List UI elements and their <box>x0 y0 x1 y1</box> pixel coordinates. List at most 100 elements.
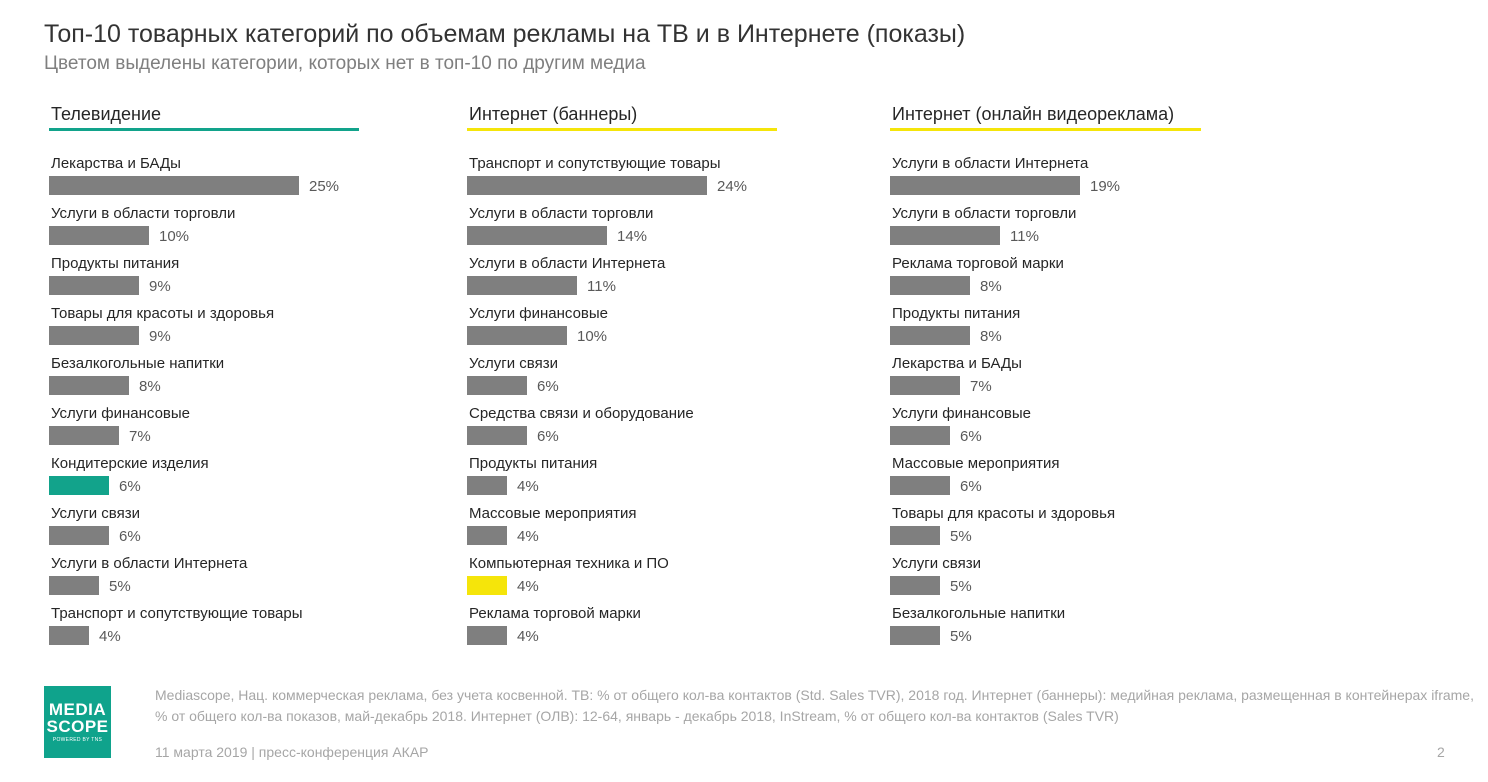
banners-bar-3 <box>467 326 567 345</box>
panel-title-video: Интернет (онлайн видеореклама) <box>892 104 1175 124</box>
banners-category-label-9: Реклама торговой марки <box>469 605 641 622</box>
video-bar-5 <box>890 426 950 445</box>
tv-category-label-8: Услуги в области Интернета <box>51 555 248 572</box>
banners-category-label-7: Массовые мероприятия <box>469 505 636 522</box>
panel-title-tv: Телевидение <box>51 104 162 124</box>
tv-value-label-5: 7% <box>129 428 151 445</box>
video-bar-6 <box>890 476 950 495</box>
video-category-label-5: Услуги финансовые <box>892 405 1031 422</box>
video-value-label-8: 5% <box>950 578 972 595</box>
tv-value-label-8: 5% <box>109 578 131 595</box>
banners-value-label-0: 24% <box>717 178 747 195</box>
video-bar-2 <box>890 276 970 295</box>
banners-bar-7 <box>467 526 507 545</box>
tv-bar-3 <box>49 326 139 345</box>
tv-value-label-7: 6% <box>119 528 141 545</box>
tv-value-label-4: 8% <box>139 378 161 395</box>
video-value-label-6: 6% <box>960 478 982 495</box>
video-bar-3 <box>890 326 970 345</box>
video-value-label-0: 19% <box>1090 178 1120 195</box>
video-value-label-2: 8% <box>980 278 1002 295</box>
subtitle: Цветом выделены категории, которых нет в… <box>44 53 646 74</box>
banners-category-label-3: Услуги финансовые <box>469 305 608 322</box>
banners-value-label-8: 4% <box>517 578 539 595</box>
banners-category-label-0: Транспорт и сопутствующие товары <box>469 155 720 172</box>
panel-underline-video <box>890 128 1201 131</box>
logo-line-1: MEDIA <box>48 699 107 719</box>
video-bar-9 <box>890 626 940 645</box>
bar-chart-tv: Лекарства и БАДы 25% Услуги в области торг… <box>49 155 339 645</box>
banners-value-label-3: 10% <box>577 328 607 345</box>
panel-title-banners: Интернет (баннеры) <box>469 104 638 124</box>
tv-category-label-4: Безалкогольные напитки <box>51 355 224 372</box>
banners-category-label-5: Средства связи и оборудование <box>469 405 694 422</box>
banners-value-label-5: 6% <box>537 428 559 445</box>
banners-value-label-7: 4% <box>517 528 539 545</box>
banners-category-label-2: Услуги в области Интернета <box>469 255 666 272</box>
video-category-label-7: Товары для красоты и здоровья <box>892 505 1115 522</box>
tv-category-label-7: Услуги связи <box>51 505 140 522</box>
tv-value-label-3: 9% <box>149 328 171 345</box>
video-bar-4 <box>890 376 960 395</box>
banners-bar-8 <box>467 576 507 595</box>
video-value-label-5: 6% <box>960 428 982 445</box>
panel-underline-tv <box>49 128 359 131</box>
video-bar-8 <box>890 576 940 595</box>
video-category-label-9: Безалкогольные напитки <box>892 605 1065 622</box>
banners-category-label-8: Компьютерная техника и ПО <box>469 555 669 572</box>
tv-bar-0 <box>49 176 299 195</box>
video-category-label-6: Массовые мероприятия <box>892 455 1059 472</box>
tv-value-label-9: 4% <box>99 628 121 645</box>
banners-value-label-2: 11% <box>587 278 616 295</box>
banners-value-label-9: 4% <box>517 628 539 645</box>
video-bar-7 <box>890 526 940 545</box>
tv-category-label-0: Лекарства и БАДы <box>51 155 181 172</box>
mediascope-logo: MEDIA SCOPE POWERED BY TNS <box>44 686 111 758</box>
tv-bar-2 <box>49 276 139 295</box>
main-title: Топ-10 товарных категорий по объемам рек… <box>44 20 966 48</box>
tv-bar-8 <box>49 576 99 595</box>
tv-category-label-2: Продукты питания <box>51 255 179 272</box>
tv-category-label-5: Услуги финансовые <box>51 405 190 422</box>
banners-category-label-1: Услуги в области торговли <box>469 205 653 222</box>
tv-value-label-6: 6% <box>119 478 141 495</box>
banners-bar-0 <box>467 176 707 195</box>
video-value-label-4: 7% <box>970 378 992 395</box>
chart-panel-video: Интернет (онлайн видеореклама) Услуги в … <box>890 104 1270 654</box>
chart-panel-tv: Телевидение Лекарства и БАДы 25% Услуги в … <box>49 104 429 654</box>
tv-category-label-6: Кондитерские изделия <box>51 455 209 472</box>
video-category-label-0: Услуги в области Интернета <box>892 155 1089 172</box>
video-category-label-2: Реклама торговой марки <box>892 255 1064 272</box>
tv-bar-1 <box>49 226 149 245</box>
video-value-label-7: 5% <box>950 528 972 545</box>
video-bar-0 <box>890 176 1080 195</box>
video-value-label-1: 11% <box>1010 228 1039 245</box>
footer-date: 11 марта 2019 | пресс-конференция АКАР <box>155 744 429 760</box>
video-value-label-9: 5% <box>950 628 972 645</box>
tv-value-label-1: 10% <box>159 228 189 245</box>
panel-underline-banners <box>467 128 777 131</box>
tv-value-label-2: 9% <box>149 278 171 295</box>
tv-bar-4 <box>49 376 129 395</box>
tv-category-label-9: Транспорт и сопутствующие товары <box>51 605 302 622</box>
video-category-label-3: Продукты питания <box>892 305 1020 322</box>
banners-bar-9 <box>467 626 507 645</box>
banners-bar-6 <box>467 476 507 495</box>
video-value-label-3: 8% <box>980 328 1002 345</box>
banners-bar-4 <box>467 376 527 395</box>
tv-bar-6 <box>49 476 109 495</box>
video-category-label-1: Услуги в области торговли <box>892 205 1076 222</box>
banners-bar-1 <box>467 226 607 245</box>
video-category-label-4: Лекарства и БАДы <box>892 355 1022 372</box>
tv-bar-9 <box>49 626 89 645</box>
video-category-label-8: Услуги связи <box>892 555 981 572</box>
tv-bar-5 <box>49 426 119 445</box>
tv-category-label-3: Товары для красоты и здоровья <box>51 305 274 322</box>
banners-bar-2 <box>467 276 577 295</box>
tv-value-label-0: 25% <box>309 178 339 195</box>
logo-line-3: POWERED BY TNS <box>52 736 103 743</box>
banners-bar-5 <box>467 426 527 445</box>
banners-value-label-6: 4% <box>517 478 539 495</box>
video-bar-1 <box>890 226 1000 245</box>
